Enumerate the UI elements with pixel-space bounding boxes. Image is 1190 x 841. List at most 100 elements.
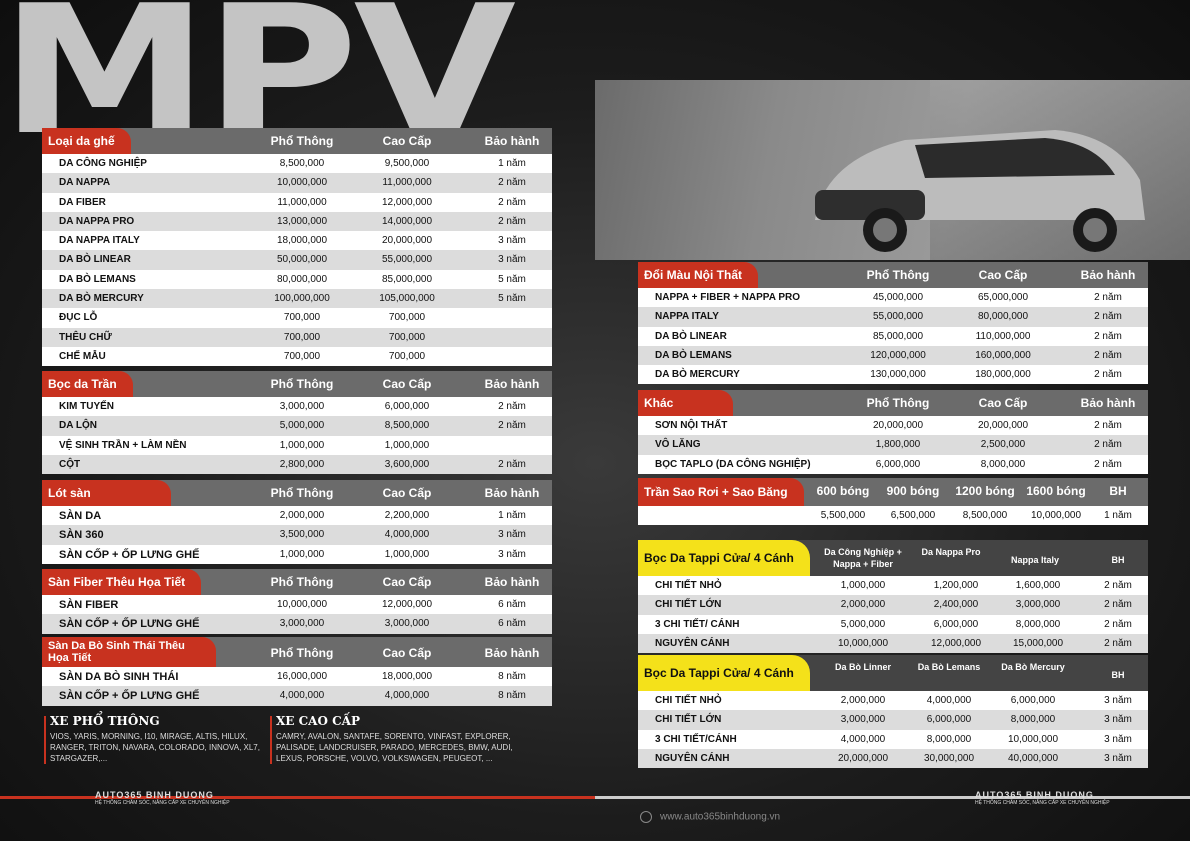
table-row: CHI TIẾT NHỎ 2,000,000 4,000,000 6,000,000 3…: [638, 691, 1148, 711]
cell: 2 năm: [1094, 420, 1122, 431]
cell: 2 năm: [498, 458, 526, 470]
col-header: Phổ Thông: [270, 575, 334, 589]
cell: 1,000,000: [384, 439, 430, 451]
row-label: DA NAPPA: [59, 177, 111, 189]
col-header: BH: [1111, 555, 1125, 565]
table-lot-san: Lót sàn Phổ Thông Cao Cấp Bảo hành SÀN D…: [42, 480, 552, 564]
cell: 3,000,000: [384, 618, 430, 630]
cell: 6,000,000: [933, 618, 979, 630]
cell: 80,000,000: [977, 311, 1029, 323]
cell: 3,000,000: [279, 401, 325, 412]
table-title: Sàn Fiber Thêu Họa Tiết: [42, 569, 202, 595]
table-row: VÔ LĂNG 1,800,000 2,500,000 2 năm: [638, 435, 1148, 455]
cell: 2,500,000: [980, 439, 1026, 451]
col-header: Phổ Thông: [270, 646, 334, 660]
table-row: CHI TIẾT LỚN 3,000,000 6,000,000 8,000,000 3…: [638, 710, 1148, 730]
cell: 8,000,000: [1015, 618, 1061, 630]
cell: 3 năm: [1104, 695, 1132, 706]
cell: 700,000: [283, 312, 321, 324]
cell: 5,000,000: [840, 618, 886, 630]
table-title: Bọc Da Tappi Cửa/ 4 Cánh: [638, 655, 810, 691]
cell: 2,000,000: [840, 599, 886, 611]
table-tappi-1: Bọc Da Tappi Cửa/ 4 Cánh Da Công Nghiệp …: [638, 540, 1148, 654]
col-header: Cao Cấp: [978, 268, 1028, 282]
table-khac: Khác Phổ Thông Cao Cấp Bảo hành SƠN NỘI …: [638, 390, 1148, 474]
cell: 10,000,000: [1030, 510, 1082, 521]
cell: 11,000,000: [277, 196, 327, 208]
table-row: SÀN DA BÒ SINH THÁI 16,000,000 18,000,000 8…: [42, 667, 552, 687]
cell: 2 năm: [1104, 637, 1132, 649]
col-header: 900 bóng: [886, 484, 940, 498]
col-header: Phổ Thông: [270, 377, 334, 391]
table-row: THÊU CHỮ 700,000 700,000: [42, 327, 552, 347]
cell: 6 năm: [498, 599, 526, 610]
col-header: Cao Cấp: [382, 575, 432, 589]
cell: 10,000,000: [1007, 733, 1059, 745]
row-label: NAPPA ITALY: [655, 311, 719, 323]
cell: 20,000,000: [381, 235, 433, 247]
table-row: SÀN CỐP + ỐP LƯNG GHẾ 4,000,000 4,000,000 8…: [42, 686, 552, 706]
cell: 105,000,000: [379, 293, 435, 305]
list-title: XE PHỔ THÔNG: [50, 714, 160, 728]
table-tran-sao: Trần Sao Rơi + Sao Băng 600 bóng 900 bón…: [638, 478, 1148, 526]
cell: 12,000,000: [381, 196, 433, 208]
brand-tagline: HỆ THỐNG CHĂM SÓC, NÂNG CẤP XE CHUYÊN NG…: [95, 800, 230, 806]
cell: 2 năm: [1094, 458, 1122, 470]
col-header: Da Bò Lemans: [917, 662, 981, 672]
cell: 2 năm: [1104, 599, 1132, 611]
row-label: DA BÒ LEMANS: [59, 273, 136, 285]
col-header: BH: [1109, 484, 1127, 498]
rows: NAPPA + FIBER + NAPPA PRO 45,000,000 65,00…: [638, 288, 1148, 385]
rows: SÀN DA BÒ SINH THÁI 16,000,000 18,000,000 8…: [42, 667, 552, 706]
table-row: DA BÒ LINEAR 50,000,000 55,000,000 3 năm: [42, 250, 552, 270]
row-label: SÀN FIBER: [59, 599, 119, 611]
table-row: CHẾ MẪU 700,000 700,000: [42, 346, 552, 367]
cell: 4,000,000: [279, 690, 325, 702]
col-header: Phổ Thông: [270, 486, 334, 500]
cell: 8,500,000: [384, 420, 430, 432]
table-boc-da-tran: Bọc da Trần Phổ Thông Cao Cấp Bảo hành K…: [42, 371, 552, 475]
row-label: DA CÔNG NGHIỆP: [59, 158, 147, 169]
cell: 1,000,000: [279, 548, 325, 560]
cell: 3 năm: [1104, 752, 1132, 764]
website-link[interactable]: www.auto365binhduong.vn: [640, 811, 780, 823]
table-row: CHI TIẾT LỚN 2,000,000 2,400,000 3,000,000 2…: [638, 595, 1148, 615]
table-row: SÀN CỐP + ỐP LƯNG GHẾ 1,000,000 1,000,000 3…: [42, 544, 552, 564]
row-label: DA LỘN: [59, 420, 97, 432]
row-label: DA BÒ LINEAR: [655, 330, 727, 342]
cell: 4,000,000: [840, 733, 886, 745]
table-row: SÀN DA 2,000,000 2,200,000 1 năm: [42, 506, 552, 526]
table-row: CỘT 2,800,000 3,600,000 2 năm: [42, 454, 552, 475]
cell: 2 năm: [498, 420, 526, 432]
rows: SÀN DA 2,000,000 2,200,000 1 năm SÀN 360 3,50…: [42, 506, 552, 564]
row-label: BỌC TAPLO (DA CÔNG NGHIỆP): [655, 458, 811, 470]
cell: 5 năm: [498, 273, 526, 285]
cell: 18,000,000: [381, 671, 433, 682]
table-row: 3 CHI TIẾT/ CÁNH 5,000,000 6,000,000 8,000,…: [638, 614, 1148, 634]
table-san-da-bo: Sàn Da Bò Sinh Thái Thêu Họa Tiết Phổ Th…: [42, 637, 552, 706]
col-header: Da Bò Linner: [834, 662, 891, 672]
col-header: Phổ Thông: [866, 396, 930, 410]
cell: 12,000,000: [930, 637, 982, 649]
cell: 45,000,000: [872, 292, 924, 303]
cell: 3 năm: [498, 529, 526, 541]
table-row: DA BÒ MERCURY 130,000,000 180,000,000 2 năm: [638, 365, 1148, 385]
table-title: Trần Sao Rơi + Sao Băng: [638, 478, 804, 506]
cell: 8,000,000: [926, 733, 972, 745]
brand-tagline: HỆ THỐNG CHĂM SÓC, NÂNG CẤP XE CHUYÊN NG…: [975, 800, 1110, 806]
col-header: Da Công Nghiệp + Nappa + Fiber: [824, 547, 902, 569]
cell: 55,000,000: [381, 254, 433, 266]
car-image: [595, 80, 1190, 260]
cell: 6,000,000: [1010, 695, 1056, 706]
cell: 9,500,000: [384, 158, 430, 169]
cell: 700,000: [388, 312, 426, 324]
col-header: Cao Cấp: [382, 486, 432, 500]
website-text: www.auto365binhduong.vn: [660, 811, 781, 823]
cell: 180,000,000: [975, 369, 1031, 381]
cell: 6,000,000: [926, 714, 972, 726]
cell: 20,000,000: [977, 420, 1029, 431]
brand-logo-left: AUTO365 BINH DUONG HỆ THỐNG CHĂM SÓC, NÂ…: [95, 790, 230, 806]
row-label: NGUYÊN CÁNH: [655, 637, 730, 649]
row-label: CHI TIẾT LỚN: [655, 599, 722, 611]
col-header: Cao Cấp: [382, 646, 432, 660]
